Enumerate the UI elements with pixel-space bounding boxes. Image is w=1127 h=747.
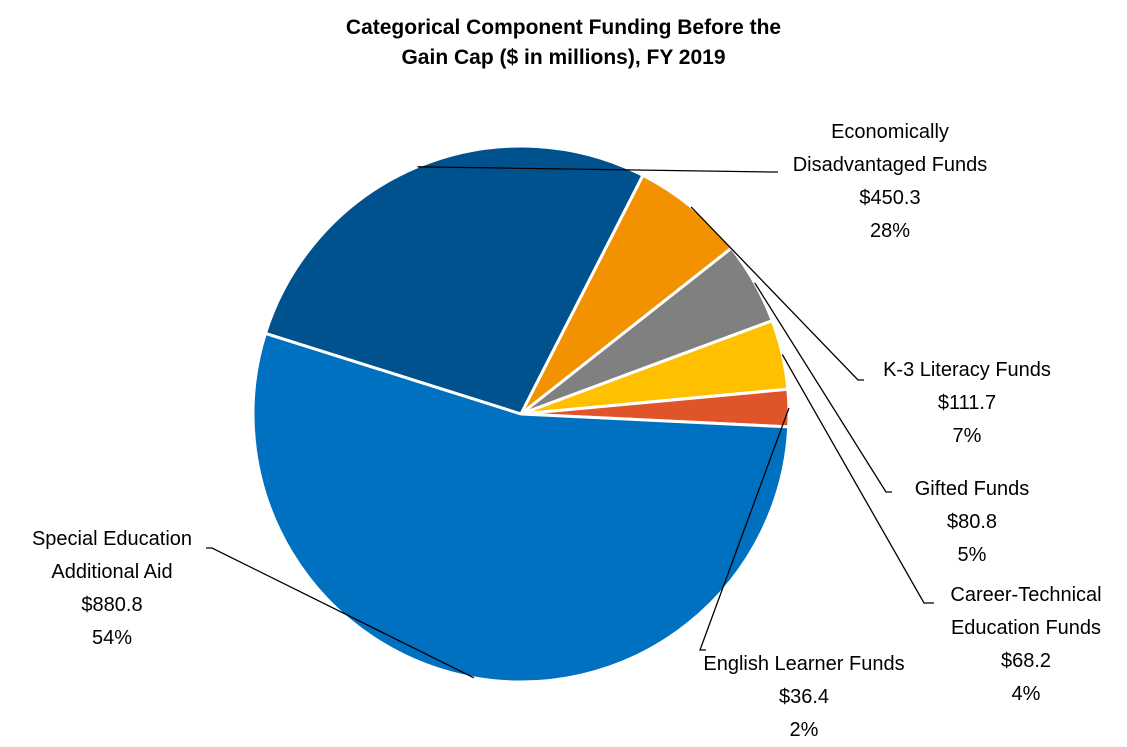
- slice-name-line: Special Education: [31, 528, 193, 550]
- slice-label-special-education: Special Education Additional Aid $880.8 …: [4, 523, 220, 655]
- slice-name-line: Economically: [831, 121, 949, 143]
- slice-value-label: $80.8: [946, 511, 998, 533]
- slice-percent-label: 2%: [789, 719, 819, 741]
- slice-percent-label: 54%: [91, 627, 133, 649]
- slice-label-gifted: Gifted Funds $80.8 5%: [884, 473, 1060, 572]
- slice-value-label: $880.8: [81, 594, 143, 616]
- slice-value-label: $36.4: [778, 686, 830, 708]
- slice-percent-label: 7%: [952, 425, 982, 447]
- slice-percent-label: 28%: [869, 220, 911, 242]
- slice-label-english-learner: English Learner Funds $36.4 2%: [676, 648, 932, 747]
- slice-name-line: Disadvantaged Funds: [792, 154, 988, 176]
- slice-label-economically-disadvantaged: Economically Disadvantaged Funds $450.3 …: [768, 116, 1012, 248]
- slice-value-label: $450.3: [859, 187, 921, 209]
- slice-name-line: K-3 Literacy Funds: [883, 359, 1051, 381]
- leader-line-career-technical-education-funds: [781, 354, 934, 604]
- leader-line-economically-disadvantaged-funds: [417, 166, 778, 173]
- leader-line-special-education-additional-aid: [206, 547, 475, 679]
- slice-value-label: $68.2: [1000, 650, 1052, 672]
- slice-name-line: Additional Aid: [51, 561, 173, 583]
- slice-label-k3-literacy: K-3 Literacy Funds $111.7 7%: [858, 354, 1076, 453]
- slice-name-line: Career-Technical: [950, 584, 1102, 606]
- slice-value-label: $111.7: [937, 392, 997, 414]
- slice-name-line: Gifted Funds: [914, 478, 1030, 500]
- leader-line-gifted-funds: [754, 282, 892, 493]
- slice-name-line: Education Funds: [950, 617, 1102, 639]
- leader-line-english-learner-funds: [699, 407, 790, 651]
- slice-percent-label: 4%: [1011, 683, 1041, 705]
- slice-label-career-technical: Career-Technical Education Funds $68.2 4…: [928, 579, 1124, 711]
- chart-title-line-2: Gain Cap ($ in millions), FY 2019: [401, 46, 726, 69]
- slice-percent-label: 5%: [957, 544, 987, 566]
- leader-line-k-3-literacy-funds: [690, 206, 864, 381]
- slice-name-line: English Learner Funds: [703, 653, 905, 675]
- chart-title-line-1: Categorical Component Funding Before the: [345, 16, 782, 39]
